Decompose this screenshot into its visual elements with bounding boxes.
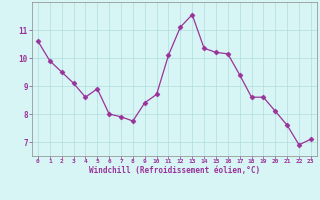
X-axis label: Windchill (Refroidissement éolien,°C): Windchill (Refroidissement éolien,°C)	[89, 166, 260, 175]
